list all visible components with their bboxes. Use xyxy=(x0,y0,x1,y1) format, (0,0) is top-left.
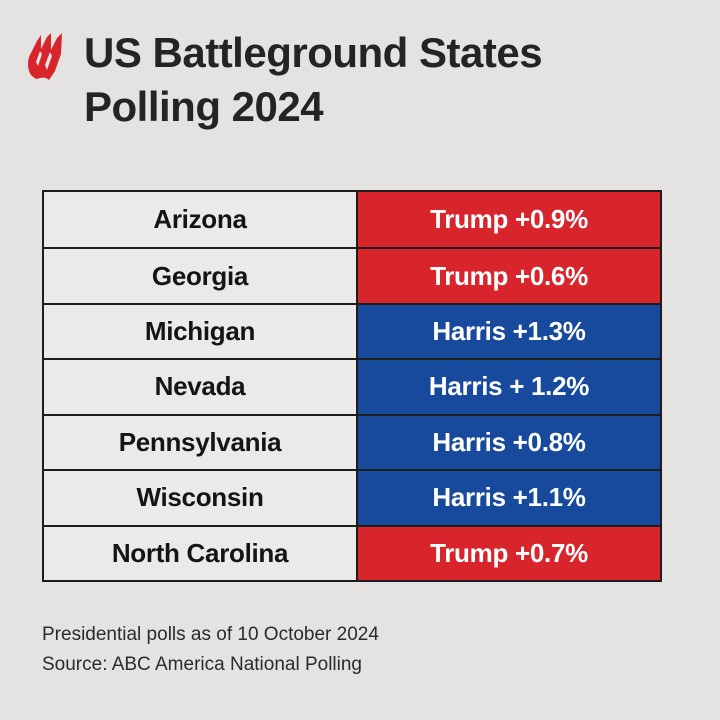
footer-polls-date: Presidential polls as of 10 October 2024 xyxy=(42,624,379,645)
margin-cell: Trump +0.7% xyxy=(358,524,660,580)
state-cell: Nevada xyxy=(44,358,358,414)
margin-cell: Trump +0.6% xyxy=(358,247,660,303)
title-line-2: Polling 2024 xyxy=(84,83,324,130)
header: US Battleground States Polling 2024 xyxy=(26,26,700,134)
polling-table: Arizona Trump +0.9% Georgia Trump +0.6% … xyxy=(42,190,662,582)
margin-cell: Harris + 1.2% xyxy=(358,358,660,414)
state-cell: Wisconsin xyxy=(44,469,358,525)
state-cell: Arizona xyxy=(44,192,358,248)
title-line-1: US Battleground States xyxy=(84,29,543,76)
footer-source: Source: ABC America National Polling xyxy=(42,654,362,675)
margin-cell: Trump +0.9% xyxy=(358,192,660,248)
margin-cell: Harris +1.1% xyxy=(358,469,660,525)
state-cell: Georgia xyxy=(44,247,358,303)
state-cell: North Carolina xyxy=(44,524,358,580)
state-cell: Michigan xyxy=(44,302,358,359)
footer: Presidential polls as of 10 October 2024… xyxy=(42,620,379,680)
page-title: US Battleground States Polling 2024 xyxy=(84,26,543,134)
margin-cell: Harris +1.3% xyxy=(358,302,660,359)
margin-cell: Harris +0.8% xyxy=(358,413,660,470)
state-cell: Pennsylvania xyxy=(44,413,358,470)
sbs-logo-icon xyxy=(28,33,62,80)
